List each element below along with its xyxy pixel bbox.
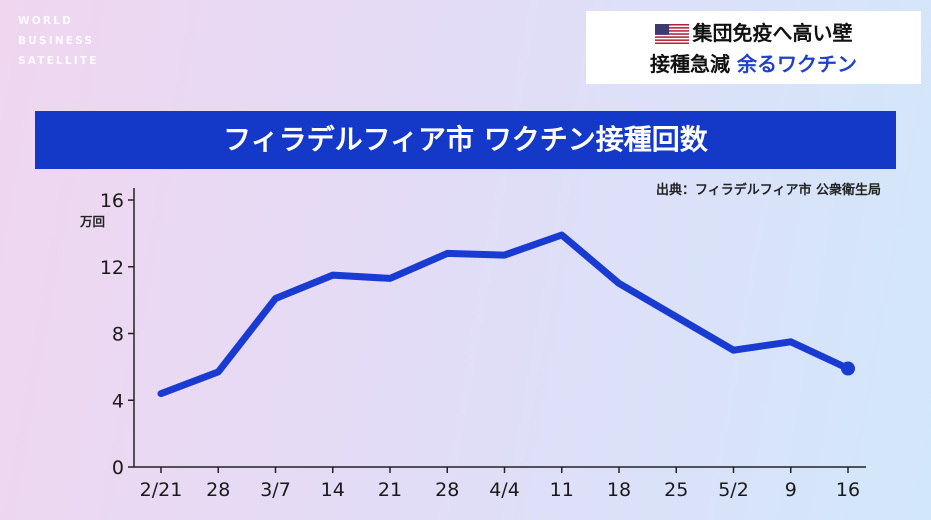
x-tick-label: 25 bbox=[664, 479, 688, 501]
x-tick-label: 11 bbox=[550, 479, 574, 501]
x-tick-label: 2/21 bbox=[140, 479, 183, 501]
topic-line-2: 接種急減 余るワクチン bbox=[586, 51, 921, 77]
topic-headline: 集団免疫へ高い壁 bbox=[692, 21, 853, 45]
y-tick-label: 0 bbox=[112, 457, 124, 479]
topic-line-1: 集団免疫へ高い壁 bbox=[586, 20, 921, 46]
series-line bbox=[157, 231, 852, 398]
x-tick-label: 3/7 bbox=[260, 479, 291, 501]
y-tick-label: 8 bbox=[112, 324, 124, 346]
y-tick-label: 16 bbox=[100, 190, 124, 212]
chart-source: 出典：フィラデルフィア市 公衆衛生局 bbox=[655, 183, 881, 198]
topic-subhead-plain: 接種急減 bbox=[650, 52, 731, 76]
y-tick-label: 4 bbox=[112, 390, 124, 412]
x-tick-label: 5/2 bbox=[718, 479, 749, 501]
x-tick-label: 4/4 bbox=[489, 479, 520, 501]
y-tick-label: 12 bbox=[100, 257, 124, 279]
wbs-logo: WORLD BUSINESS SATELLITE bbox=[18, 11, 99, 71]
us-flag-icon bbox=[654, 24, 689, 50]
logo-line-3: SATELLITE bbox=[18, 55, 99, 67]
topic-box: 集団免疫へ高い壁 接種急減 余るワクチン bbox=[586, 11, 921, 84]
x-tick-label: 28 bbox=[206, 479, 230, 501]
x-tick-label: 28 bbox=[435, 479, 459, 501]
x-tick-label: 16 bbox=[836, 479, 860, 501]
chart-title: フィラデルフィア市 ワクチン接種回数 bbox=[35, 111, 896, 169]
logo-line-2: BUSINESS bbox=[18, 35, 95, 47]
logo-line-1: WORLD bbox=[18, 15, 73, 27]
topic-subhead-accent: 余るワクチン bbox=[736, 52, 857, 76]
x-tick-label: 9 bbox=[785, 479, 797, 501]
x-tick-label: 18 bbox=[607, 479, 631, 501]
x-tick-label: 14 bbox=[321, 479, 345, 501]
y-axis-unit: 万回 bbox=[80, 214, 106, 229]
end-point-marker bbox=[841, 361, 855, 376]
x-tick-label: 21 bbox=[378, 479, 402, 501]
